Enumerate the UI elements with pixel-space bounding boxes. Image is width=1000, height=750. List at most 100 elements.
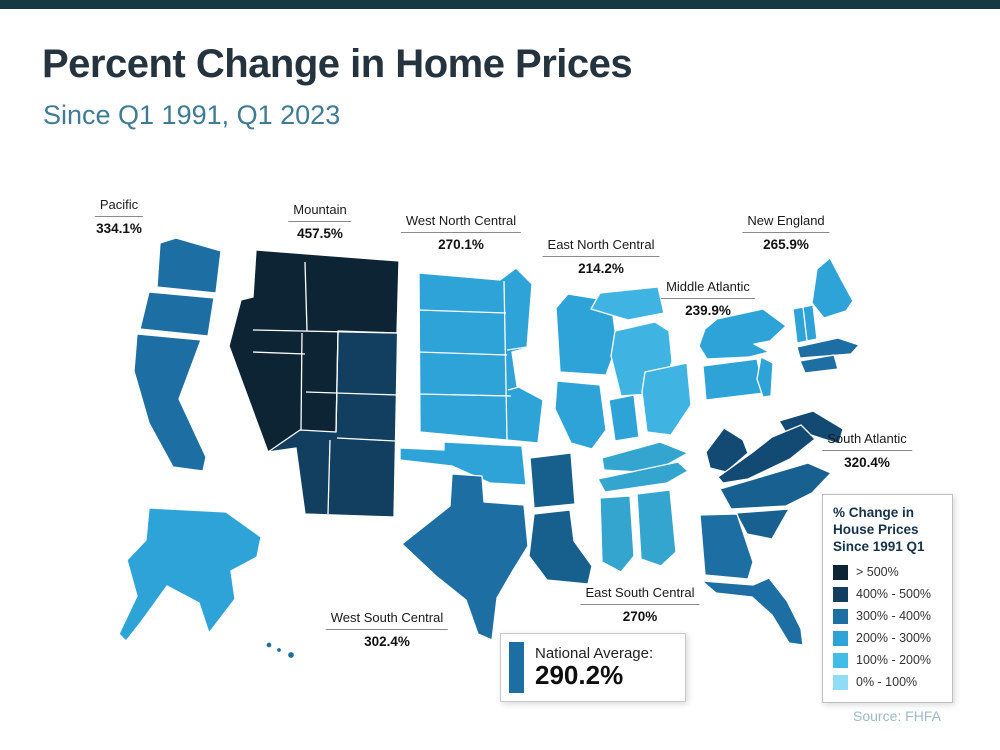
legend-item: 0% - 100%: [833, 674, 942, 690]
state-georgia: [699, 513, 754, 580]
legend-label: 400% - 500%: [856, 587, 932, 602]
region-label-middle-atlantic: Middle Atlantic 239.9%: [661, 279, 755, 318]
legend-label: 100% - 200%: [856, 653, 932, 668]
state-louisiana: [528, 509, 593, 585]
region-label-east-north-central: East North Central 214.2%: [542, 237, 660, 276]
region-value: 334.1%: [96, 220, 142, 236]
state-florida: [701, 577, 804, 646]
legend-item: 300% - 400%: [833, 608, 942, 624]
region-name: South Atlantic: [822, 431, 912, 451]
mountain-region-shape: [228, 249, 400, 518]
state-ohio: [641, 362, 692, 436]
region-label-new-england: New England 265.9%: [742, 213, 830, 252]
state-virginia: [717, 424, 816, 484]
region-name: East North Central: [542, 237, 660, 257]
region-name: West North Central: [400, 213, 522, 233]
state-north-carolina: [719, 462, 832, 510]
region-value: 302.4%: [364, 633, 410, 649]
region-name: East South Central: [580, 585, 700, 605]
region-value: 214.2%: [578, 260, 624, 276]
south-atlantic-region-shape: [699, 410, 844, 646]
wnc-states: [418, 267, 544, 444]
state-michigan-upper: [590, 286, 665, 321]
state-oklahoma: [399, 441, 527, 486]
page-title: Percent Change in Home Prices: [42, 42, 633, 86]
state-massachusetts: [796, 337, 860, 359]
region-label-south-atlantic: South Atlantic 320.4%: [822, 431, 912, 470]
page-subtitle: Since Q1 1991, Q1 2023: [43, 100, 341, 130]
state-illinois: [554, 380, 607, 450]
region-label-pacific: Pacific 334.1%: [94, 197, 144, 236]
region-label-east-south-central: East South Central 270%: [580, 585, 700, 624]
state-hawaii: [265, 641, 296, 660]
national-average-card: National Average: 290.2%: [500, 633, 686, 702]
legend-label: 300% - 400%: [856, 609, 932, 624]
legend-item: 200% - 300%: [833, 630, 942, 646]
top-accent-bar: [0, 0, 1000, 9]
national-average-bar: [509, 642, 524, 693]
state-arkansas: [529, 452, 576, 509]
legend-item: > 500%: [833, 564, 942, 580]
region-label-west-north-central: West North Central 270.1%: [400, 213, 522, 252]
region-value: 270%: [622, 608, 658, 624]
state-mississippi: [599, 495, 635, 573]
region-name: Pacific: [94, 197, 144, 217]
new-england-region-shape: [792, 257, 860, 374]
legend-swatch: [833, 608, 848, 624]
national-average-label: National Average:: [535, 645, 654, 663]
state-west-virginia: [705, 427, 749, 473]
legend-swatch: [833, 564, 848, 580]
state-alaska: [118, 507, 262, 642]
legend-title: % Change in House Prices Since 1991 Q1: [833, 505, 925, 554]
state-new-york: [698, 308, 787, 360]
state-indiana: [608, 394, 640, 442]
national-average-text: National Average: 290.2%: [535, 645, 653, 689]
state-texas: [401, 473, 529, 641]
legend-swatch: [833, 586, 848, 602]
state-south-carolina: [735, 508, 790, 540]
legend-label: 200% - 300%: [856, 631, 932, 646]
state-maine: [811, 257, 854, 319]
state-oregon: [139, 291, 215, 337]
legend-swatch: [833, 674, 848, 690]
legend-item: 400% - 500%: [833, 586, 942, 602]
legend-label: > 500%: [856, 565, 899, 580]
legend-swatch: [833, 630, 848, 646]
source-attribution: Source: FHFA: [853, 708, 941, 724]
vt-nh-border: [802, 306, 808, 342]
wnc-state-borders: [417, 280, 528, 441]
west-south-central-region-shape: [399, 441, 593, 641]
region-name: New England: [742, 213, 830, 233]
national-average-value: 290.2%: [535, 660, 624, 691]
region-value: 239.9%: [685, 302, 731, 318]
mountain-states-west: [228, 249, 400, 453]
region-name: Middle Atlantic: [661, 279, 755, 299]
state-tennessee: [597, 461, 689, 493]
state-new-jersey: [756, 356, 774, 398]
state-pennsylvania: [702, 358, 765, 401]
region-value: 457.5%: [297, 225, 343, 241]
state-california: [133, 333, 207, 472]
legend-item: 100% - 200%: [833, 652, 942, 668]
region-label-mountain: Mountain 457.5%: [288, 202, 352, 241]
legend-swatch: [833, 652, 848, 668]
states-connecticut-rhode-island: [799, 354, 839, 374]
region-value: 270.1%: [438, 236, 484, 252]
region-name: Mountain: [288, 202, 352, 222]
region-name: West South Central: [325, 610, 449, 630]
east-south-central-region-shape: [597, 441, 689, 573]
pacific-region-shape: [118, 237, 296, 660]
region-label-west-south-central: West South Central 302.4%: [325, 610, 449, 649]
east-north-central-region-shape: [554, 286, 692, 450]
region-value: 320.4%: [844, 454, 890, 470]
region-value: 265.9%: [763, 236, 809, 252]
middle-atlantic-region-shape: [698, 308, 787, 401]
legend-label: 0% - 100%: [856, 675, 918, 690]
state-washington: [156, 237, 222, 294]
mountain-state-borders: [252, 261, 399, 515]
state-alabama: [636, 489, 677, 567]
map-legend: % Change in House Prices Since 1991 Q1 >…: [822, 494, 953, 703]
west-north-central-region-shape: [417, 267, 544, 444]
